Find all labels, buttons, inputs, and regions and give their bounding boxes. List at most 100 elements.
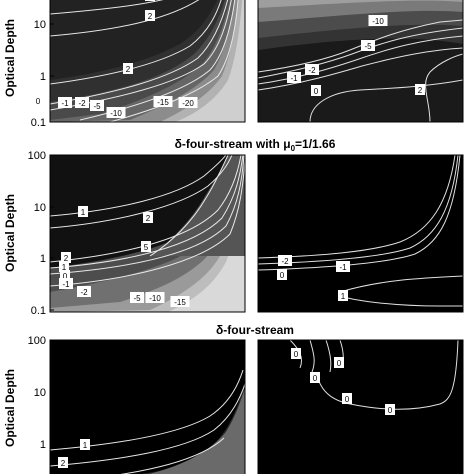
contour-label: -2 [75,97,89,108]
y-axis-label-row3: Optical Depth [3,369,17,447]
contour-label: 5 [141,241,151,252]
contour-label: -20 [178,97,198,108]
contour-label: -10 [145,292,165,303]
contour-label: 1 [338,290,348,301]
contour-label: 0 [145,0,155,1]
svg-text:-2: -2 [308,66,316,75]
svg-text:-20: -20 [182,99,194,108]
svg-text:-1: -1 [61,99,69,108]
contour-label: 1 [80,439,90,450]
contour-label: 2 [123,63,133,74]
y-tick-label: 10 [34,202,46,214]
svg-text:0: 0 [294,350,299,359]
contour-label: -1 [287,72,301,83]
contour-label: -15 [170,296,190,307]
svg-text:-10: -10 [149,294,161,303]
svg-text:2: 2 [64,254,69,263]
contour-label: -10 [106,107,126,118]
svg-text:0: 0 [63,272,68,281]
svg-text:0: 0 [345,395,350,404]
contour-label: 0 [291,348,301,359]
contour-label: -1 [336,261,350,272]
svg-text:-2: -2 [80,288,88,297]
y-tick-label: 100 [28,335,46,347]
contour-label: -2 [278,255,292,266]
svg-text:-15: -15 [157,98,169,107]
svg-text:-2: -2 [281,257,289,266]
contour-label: 0 [60,270,70,281]
contour-label: 2 [61,252,71,263]
svg-text:2: 2 [126,65,131,74]
panel-title-row2: δ-four-stream with μ0=1/1.66 [175,137,336,153]
svg-text:0: 0 [388,406,393,415]
svg-text:-5: -5 [364,42,372,51]
svg-text:-10: -10 [372,17,384,26]
panel-r3-left [49,339,246,474]
y-tick-label: 0.1 [31,305,46,317]
contour-label: -10 [368,15,388,26]
contour-label: -2 [77,286,91,297]
y-tick-label: 1 [40,71,46,83]
svg-text:-1: -1 [62,280,70,289]
svg-text:0: 0 [337,359,342,368]
panel-r1-left [49,0,246,123]
contour-label: 1 [78,206,88,217]
panel-title-row3: δ-four-stream [216,323,294,337]
svg-text:2: 2 [148,12,153,21]
y-tick-label: 0.1 [31,117,46,129]
y-tick-label: 10 [34,19,46,31]
svg-text:1: 1 [83,441,88,450]
contour-label: 2 [145,10,155,21]
svg-text:-1: -1 [290,74,298,83]
panel-r1-right [257,0,464,123]
svg-text:-5: -5 [133,294,141,303]
contour-label: 0 [385,404,395,415]
svg-text:2: 2 [61,459,66,468]
contour-label: -2 [305,64,319,75]
panel-r3-right [257,339,464,474]
y-tick-label: 100 [28,150,46,162]
contour-label: -5 [130,292,144,303]
svg-text:δ-four-stream with μ0=1/1.66: δ-four-stream with μ0=1/1.66 [175,137,336,153]
contour-label: 0 [311,85,321,96]
svg-text:-10: -10 [110,109,122,118]
svg-text:5: 5 [144,243,149,252]
svg-text:0: 0 [313,374,318,383]
y-tick-label: 10 [34,387,46,399]
contour-label: 0 [310,372,320,383]
contour-label: 0 [334,357,344,368]
panel-r2-right [257,154,464,313]
y-axis-label-row1: Optical Depth [3,19,17,97]
contour-label: 1 [59,261,69,272]
contour-label: 0 [33,95,43,106]
contour-label: -5 [361,40,375,51]
svg-text:1: 1 [341,292,346,301]
svg-text:-2: -2 [78,99,86,108]
svg-text:0: 0 [36,97,41,106]
contour-label: -15 [153,96,173,107]
contour-label: -5 [90,100,104,111]
contour-label: 0 [342,393,352,404]
contour-label: 2 [143,212,153,223]
panel-r2-left [49,154,246,313]
svg-text:2: 2 [418,86,423,95]
svg-text:2: 2 [146,214,151,223]
contour-label: 2 [415,84,425,95]
svg-text:-5: -5 [93,102,101,111]
contour-label: 2 [58,457,68,468]
y-axes: 10 1 0.1 100 10 1 0.1 100 10 1 [28,19,54,451]
svg-text:-1: -1 [339,263,347,272]
contour-label: -1 [58,97,72,108]
svg-text:0: 0 [148,0,153,1]
svg-text:1: 1 [81,208,86,217]
svg-text:-15: -15 [174,298,186,307]
contour-label: 0 [277,269,287,280]
svg-text:1: 1 [62,263,67,272]
y-tick-label: 1 [40,439,46,451]
y-axis-label-row2: Optical Depth [3,194,17,272]
contour-label: -1 [59,278,73,289]
contour-labels: 0220-1-2-5-10-15-20-10-5-2-102125210-1-2… [33,0,425,468]
y-tick-label: 1 [40,253,46,265]
svg-text:0: 0 [314,87,319,96]
